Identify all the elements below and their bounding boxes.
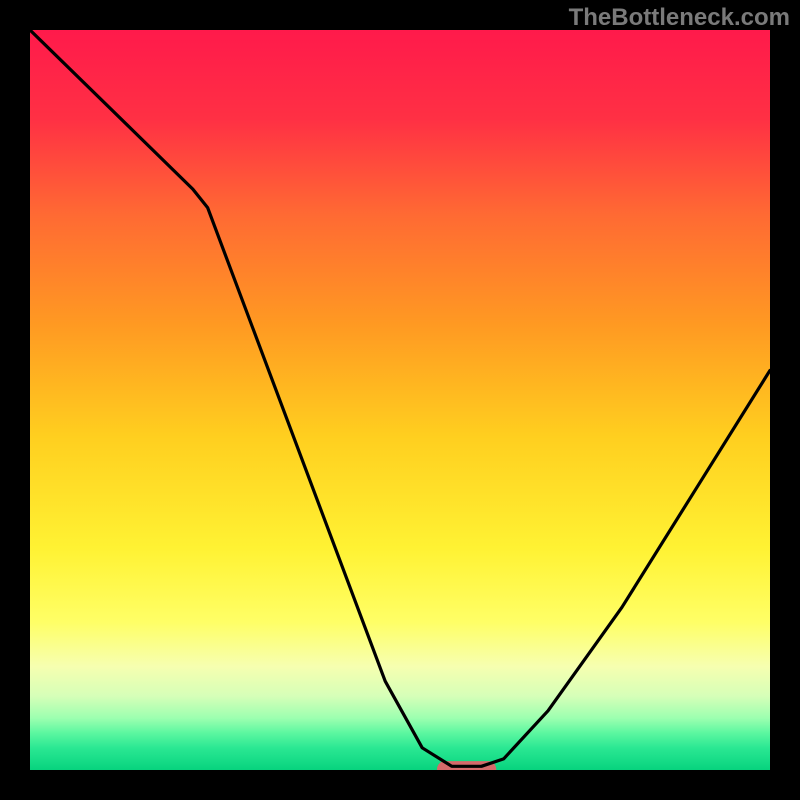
- chart-svg: [30, 30, 770, 770]
- chart-frame: TheBottleneck.com: [0, 0, 800, 800]
- watermark-text: TheBottleneck.com: [569, 4, 790, 32]
- plot-area: [30, 30, 770, 770]
- gradient-background: [30, 30, 770, 770]
